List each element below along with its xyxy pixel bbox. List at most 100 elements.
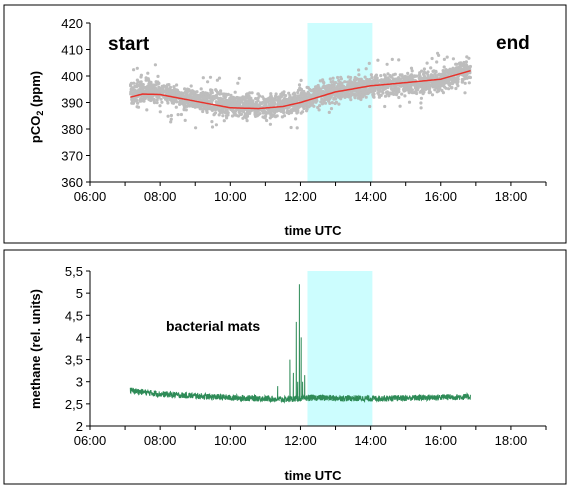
start-annotation: start [108, 34, 150, 55]
pco2-point [413, 84, 417, 88]
pco2-point [343, 91, 347, 95]
pco2-point [139, 75, 143, 79]
pco2-point [224, 98, 228, 103]
pco2-point [432, 76, 436, 80]
pco2-point [383, 94, 388, 98]
pco2-point [337, 95, 341, 99]
pco2-point [189, 84, 193, 88]
pco2-point [183, 118, 187, 122]
pco2-point [410, 69, 414, 73]
pco2-point [193, 94, 197, 98]
x-tick-label: 14:00 [354, 433, 387, 448]
pco2-point [385, 85, 389, 89]
pco2-point [424, 87, 428, 91]
pco2-point [180, 94, 184, 98]
pco2-point [159, 97, 163, 101]
pco2-point [284, 99, 288, 103]
pco2-point [378, 89, 382, 93]
pco2-point [201, 76, 205, 80]
pco2-point [233, 112, 237, 116]
pco2-point [460, 80, 464, 84]
pco2-point [395, 91, 399, 95]
pco2-point [300, 104, 304, 108]
pco2-point [299, 93, 303, 97]
x-tick-label: 12:00 [284, 189, 317, 204]
pco2-point [417, 76, 422, 80]
pco2-point [397, 79, 402, 83]
pco2-point [136, 105, 141, 109]
pco2-point [146, 94, 150, 99]
pco2-point [163, 84, 167, 89]
pco2-point [396, 87, 400, 91]
pco2-point [383, 77, 387, 81]
y-tick-label: 420 [61, 16, 83, 31]
pco2-point [211, 105, 215, 109]
bacterial-mats-annotation: bacterial mats [166, 318, 260, 334]
pco2-point [299, 78, 303, 82]
pco2-point [203, 91, 208, 95]
pco2-point [317, 108, 321, 112]
pco2-point [371, 94, 375, 98]
pco2-point [226, 113, 230, 117]
pco2-point [463, 91, 467, 95]
pco2-point [268, 108, 272, 113]
pco2-point [271, 109, 275, 113]
pco2-point [422, 67, 426, 71]
pco2-point [156, 95, 160, 99]
pco2-point [151, 83, 155, 87]
pco2-point [183, 104, 187, 108]
pco2-point [453, 69, 457, 74]
pco2-point [441, 91, 445, 95]
pco2-point [415, 88, 420, 92]
pco2-point [155, 98, 159, 102]
pco2-point [391, 87, 395, 91]
pco2-point [302, 97, 306, 101]
pco2-point [419, 96, 423, 100]
pco2-point [403, 84, 407, 88]
y-tick-label: 4,5 [65, 308, 83, 323]
x-tick-label: 08:00 [144, 433, 177, 448]
pco2-point [409, 66, 414, 70]
pco2-point [384, 90, 389, 95]
pco2-point [329, 85, 333, 89]
pco2-point [158, 104, 162, 108]
pco2-point [403, 94, 407, 98]
pco2-point [166, 101, 170, 105]
pco2-point [369, 73, 373, 77]
pco2-point [279, 109, 283, 113]
pco2-point [183, 102, 187, 106]
pco2-point [447, 87, 451, 91]
pco2-point [149, 98, 153, 103]
y-tick-label: 4 [76, 330, 83, 345]
pco2-point [215, 78, 219, 82]
pco2-point [303, 93, 307, 97]
pco2-point [251, 108, 255, 112]
pco2-point [152, 97, 156, 102]
x-tick-label: 18:00 [495, 189, 528, 204]
pco2-point [201, 109, 205, 114]
pco2-point [273, 98, 278, 102]
pco2-point [380, 79, 384, 83]
pco2-point [407, 100, 412, 104]
pco2-point [374, 82, 378, 86]
methane-line [129, 284, 471, 404]
pco2-point [314, 88, 318, 92]
pco2-point [297, 83, 302, 87]
pco2-point [268, 96, 272, 100]
pco2-point [139, 88, 144, 93]
pco2-point [221, 114, 225, 118]
pco2-point [417, 84, 421, 88]
pco2-point [429, 66, 433, 70]
pco2-point [239, 112, 243, 117]
pco2-point [426, 86, 431, 90]
pco2-point [279, 92, 283, 96]
pco2-point [273, 115, 278, 119]
pco2-point [383, 87, 387, 91]
pco2-point [253, 112, 257, 117]
pco2-point [358, 77, 362, 81]
pco2-point [160, 84, 164, 88]
pco2-point [269, 101, 273, 106]
pco2-point [377, 95, 381, 99]
pco2-point [229, 103, 233, 107]
pco2-point [296, 88, 301, 92]
